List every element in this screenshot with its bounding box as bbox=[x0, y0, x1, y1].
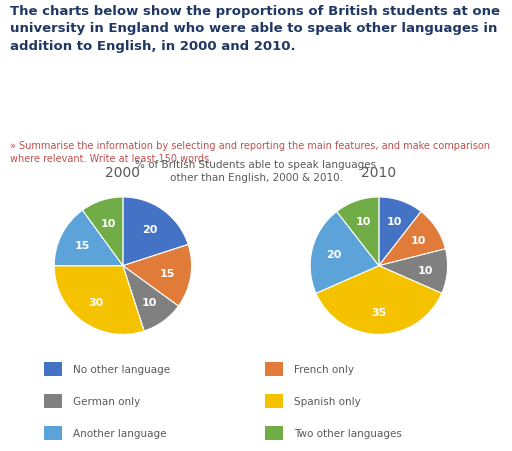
Wedge shape bbox=[337, 198, 379, 266]
Wedge shape bbox=[54, 266, 144, 335]
Text: Another language: Another language bbox=[73, 428, 166, 438]
Title: 2010: 2010 bbox=[361, 165, 396, 179]
Text: 20: 20 bbox=[142, 225, 157, 235]
Wedge shape bbox=[379, 198, 421, 266]
Text: German only: German only bbox=[73, 396, 140, 406]
Wedge shape bbox=[123, 245, 191, 306]
Text: 10: 10 bbox=[142, 298, 157, 308]
Text: % of British Students able to speak languages
other than English, 2000 & 2010.: % of British Students able to speak lang… bbox=[136, 160, 376, 183]
Wedge shape bbox=[123, 266, 179, 331]
Text: 35: 35 bbox=[371, 308, 387, 318]
Bar bbox=[44, 426, 61, 440]
Text: 10: 10 bbox=[418, 265, 433, 275]
Wedge shape bbox=[54, 211, 123, 266]
Text: The charts below show the proportions of British students at one
university in E: The charts below show the proportions of… bbox=[10, 5, 500, 52]
Text: 10: 10 bbox=[101, 218, 117, 228]
Text: 10: 10 bbox=[387, 217, 402, 227]
Text: 20: 20 bbox=[326, 250, 342, 260]
Wedge shape bbox=[310, 212, 379, 294]
Title: 2000: 2000 bbox=[105, 165, 140, 179]
Bar bbox=[44, 363, 61, 377]
Bar bbox=[44, 395, 61, 408]
Wedge shape bbox=[82, 198, 123, 266]
Text: Two other languages: Two other languages bbox=[294, 428, 402, 438]
Text: 15: 15 bbox=[160, 268, 175, 278]
Wedge shape bbox=[316, 266, 442, 335]
Text: 15: 15 bbox=[75, 240, 90, 251]
Text: » Summarise the information by selecting and reporting the main features, and ma: » Summarise the information by selecting… bbox=[10, 141, 490, 164]
Text: Spanish only: Spanish only bbox=[294, 396, 361, 406]
Wedge shape bbox=[379, 212, 445, 266]
Bar bbox=[265, 426, 283, 440]
Wedge shape bbox=[379, 249, 447, 294]
Text: 10: 10 bbox=[410, 235, 425, 246]
Wedge shape bbox=[123, 198, 188, 266]
Bar bbox=[265, 363, 283, 377]
Text: No other language: No other language bbox=[73, 365, 170, 375]
Text: French only: French only bbox=[294, 365, 354, 375]
Bar bbox=[265, 395, 283, 408]
Text: 30: 30 bbox=[89, 298, 104, 308]
Text: 10: 10 bbox=[356, 217, 371, 227]
